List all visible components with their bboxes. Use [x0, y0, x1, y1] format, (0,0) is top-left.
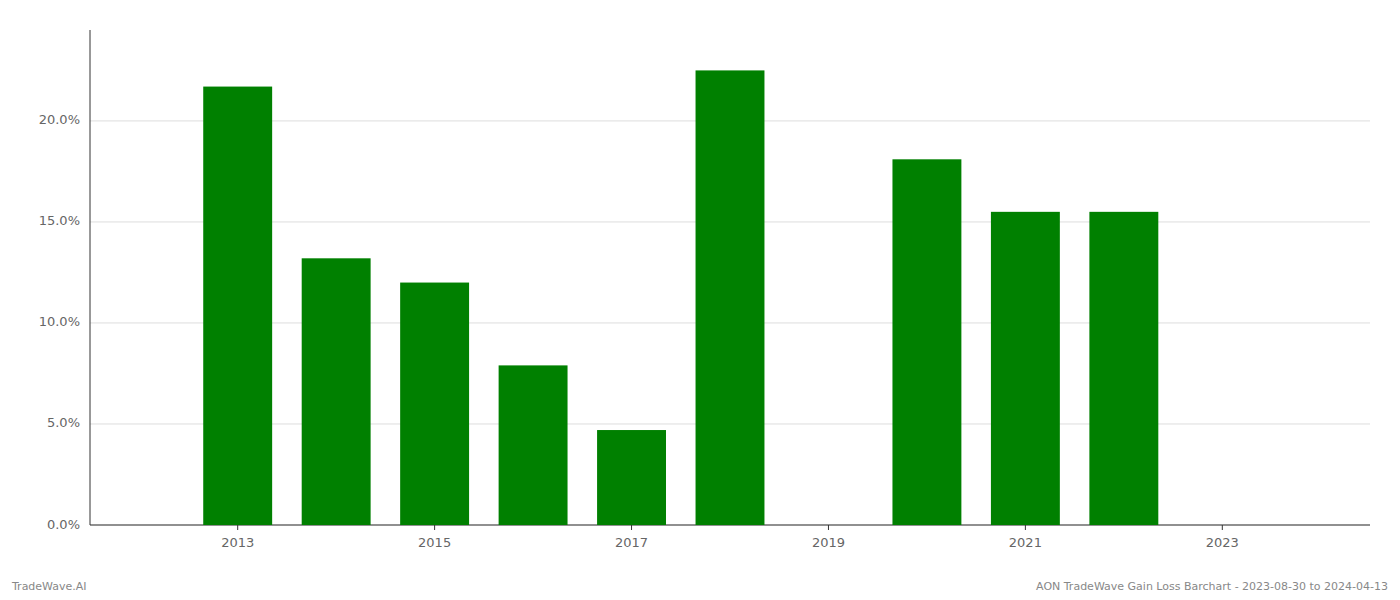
x-tick [828, 525, 829, 530]
bar [400, 283, 469, 525]
bar [203, 87, 272, 525]
bar [1089, 212, 1158, 525]
y-tick-label: 15.0% [39, 213, 80, 228]
x-tick-label: 2021 [1009, 535, 1042, 550]
bar [892, 159, 961, 525]
x-tick [1025, 525, 1026, 530]
footer-text: TradeWave.AI [11, 580, 87, 593]
x-tick [1222, 525, 1223, 530]
y-tick-label: 0.0% [47, 517, 80, 532]
x-tick-label: 2019 [812, 535, 845, 550]
x-tick [631, 525, 632, 530]
bar [499, 365, 568, 525]
x-tick-label: 2017 [615, 535, 648, 550]
chart-container: 0.0% 5.0% 10.0% 15.0% 20.0% 2013 2015 2017 2019 2… [0, 0, 1400, 600]
bars [203, 70, 1158, 525]
x-tick [434, 525, 435, 530]
x-tick-label: 2013 [221, 535, 254, 550]
x-tick [237, 525, 238, 530]
chart-svg: 0.0% 5.0% 10.0% 15.0% 20.0% 2013 2015 2017 2019 2… [0, 0, 1400, 600]
axes: 0.0% 5.0% 10.0% 15.0% 20.0% 2013 2015 2017 2019 2… [39, 30, 1370, 550]
y-tick-label: 10.0% [39, 314, 80, 329]
x-tick-label: 2023 [1206, 535, 1239, 550]
x-tick-label: 2015 [418, 535, 451, 550]
bar [597, 430, 666, 525]
bar [696, 70, 765, 525]
bar [991, 212, 1060, 525]
footer-text: AON TradeWave Gain Loss Barchart - 2023-… [1036, 580, 1388, 593]
background [0, 0, 1400, 600]
bar [302, 258, 371, 525]
y-axis-line [90, 30, 91, 525]
y-tick-label: 5.0% [47, 415, 80, 430]
y-tick-label: 20.0% [39, 112, 80, 127]
